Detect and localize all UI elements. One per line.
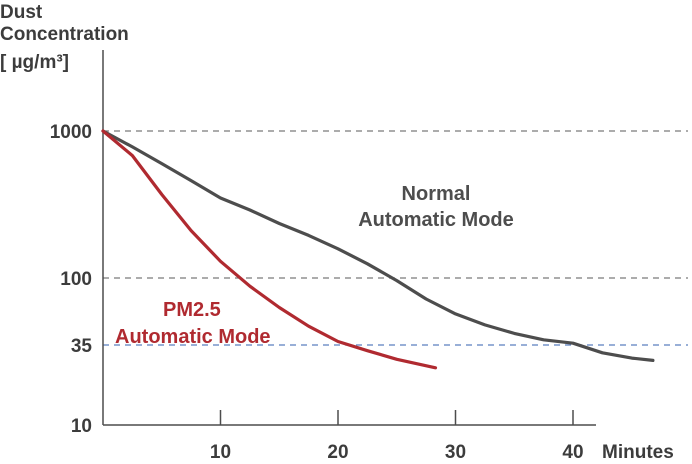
y-tick-label-1000: 1000 <box>50 122 92 143</box>
x-tick-labels: 10 20 30 40 <box>210 410 584 463</box>
series-label-normal-line-1: Normal <box>402 183 471 205</box>
reference-lines <box>103 130 688 346</box>
x-tick-label-20: 20 <box>327 442 348 463</box>
series-label-normal: Normal Automatic Mode <box>358 183 514 231</box>
y-tick-labels: 1000 100 35 10 <box>50 122 93 437</box>
x-tick-label-10: 10 <box>210 442 231 463</box>
y-axis-title-line-3: [ µg/m³] <box>0 52 69 73</box>
y-axis-title-line-2: Concentration <box>0 24 129 45</box>
series-line-pm25-automatic-mode <box>101 129 438 370</box>
y-tick-label-35: 35 <box>71 336 93 357</box>
series-lines <box>101 129 655 370</box>
series-label-normal-line-2: Automatic Mode <box>358 209 514 231</box>
series-label-pm25: PM2.5 Automatic Mode <box>115 299 271 348</box>
x-axis-unit-label: Minutes <box>602 442 674 463</box>
y-tick-label-10: 10 <box>71 416 92 437</box>
x-tick-label-30: 30 <box>445 442 466 463</box>
y-axis-title-line-1: Dust <box>0 2 43 23</box>
y-axis-title: Dust Concentration [ µg/m³] <box>0 2 129 73</box>
series-label-pm25-line-1: PM2.5 <box>163 299 221 321</box>
series-label-pm25-line-2: Automatic Mode <box>115 326 271 348</box>
series-line-normal-automatic-mode <box>101 129 655 362</box>
y-tick-label-100: 100 <box>60 269 92 290</box>
x-tick-label-40: 40 <box>562 442 583 463</box>
